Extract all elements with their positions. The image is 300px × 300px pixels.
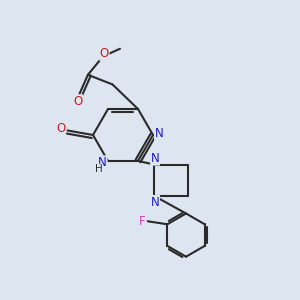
Text: N: N [154,127,164,140]
Text: O: O [100,47,109,60]
Text: N: N [98,156,107,169]
Text: N: N [151,152,160,165]
Text: N: N [151,196,160,208]
Text: F: F [139,215,145,228]
Text: O: O [56,122,65,136]
Text: O: O [73,95,82,108]
Text: H: H [94,164,102,174]
